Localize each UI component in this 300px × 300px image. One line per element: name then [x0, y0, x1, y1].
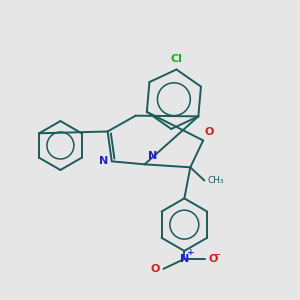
Text: O: O [209, 254, 218, 264]
Text: CH₃: CH₃ [207, 176, 224, 185]
Text: N: N [180, 254, 189, 264]
Text: −: − [212, 250, 221, 260]
Text: O: O [151, 264, 160, 274]
Text: O: O [205, 128, 214, 137]
Text: N: N [99, 156, 108, 166]
Text: N: N [148, 151, 157, 161]
Text: Cl: Cl [171, 54, 182, 64]
Text: +: + [187, 248, 195, 257]
